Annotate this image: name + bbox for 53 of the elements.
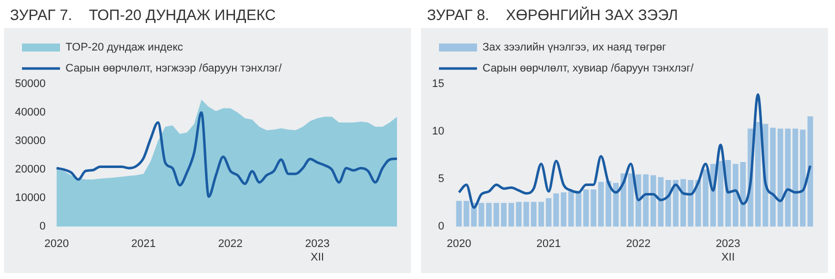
bar bbox=[778, 128, 784, 227]
y-tick-label: 30000 bbox=[14, 135, 46, 148]
y-tick-label: 20000 bbox=[14, 164, 46, 176]
y-tick-label: 15 bbox=[432, 78, 444, 90]
bar bbox=[688, 180, 694, 227]
x-tick-label: 2022 bbox=[218, 238, 243, 250]
line-series bbox=[458, 93, 812, 209]
bar bbox=[494, 202, 500, 227]
bar bbox=[628, 173, 634, 227]
bar bbox=[650, 175, 656, 227]
bar bbox=[508, 202, 514, 227]
legend-label: Сарын өөрчлөлт, нэгжээр /баруун тэнхлэг/ bbox=[66, 62, 283, 75]
bar bbox=[538, 202, 544, 227]
bar bbox=[643, 174, 649, 227]
y-tick-label: 0 bbox=[39, 220, 46, 233]
y-tick-label: 40000 bbox=[14, 106, 46, 119]
x-tick-label: 2021 bbox=[536, 238, 561, 250]
bar bbox=[792, 128, 798, 227]
x-tick-label: 2020 bbox=[446, 238, 472, 250]
legend-label: Сарын өөрчлөлт, хувиар /баруун тэнхлэг/ bbox=[482, 62, 694, 75]
x-tick-label: 2022 bbox=[626, 238, 651, 250]
bar bbox=[501, 202, 507, 227]
bar bbox=[478, 202, 484, 227]
y-tick-label: 0 bbox=[438, 220, 444, 233]
bar bbox=[672, 180, 679, 227]
y-tick-label: 10 bbox=[432, 126, 444, 138]
x-tick-label: 2023 XII bbox=[305, 238, 330, 264]
bar bbox=[702, 170, 708, 227]
bar bbox=[680, 179, 686, 227]
y-tick-label: 5 bbox=[438, 173, 444, 186]
bar bbox=[523, 202, 530, 227]
bar bbox=[807, 116, 814, 227]
bar bbox=[568, 191, 574, 227]
line-series bbox=[55, 111, 398, 198]
bar bbox=[800, 130, 806, 227]
bar bbox=[546, 198, 552, 227]
y-tick-label: 50000 bbox=[14, 78, 46, 90]
bar bbox=[530, 202, 537, 227]
chart-title: ЗУРАГ 7. ТОП-20 ДУНДАЖ ИНДЕКС bbox=[9, 6, 277, 26]
bar bbox=[553, 193, 559, 227]
x-tick-label: 2021 bbox=[131, 238, 156, 250]
y-tick-label: 10000 bbox=[14, 192, 46, 204]
bar bbox=[560, 192, 566, 227]
bar bbox=[486, 202, 492, 227]
x-tick-label: 2023 XII bbox=[716, 238, 740, 264]
bar bbox=[785, 128, 791, 227]
bar bbox=[516, 202, 522, 227]
legend-label: TOP-20 дундаж индекс bbox=[66, 42, 184, 54]
bar bbox=[658, 177, 664, 227]
bar bbox=[770, 128, 776, 227]
chart-title: ЗУРАГ 8. ХӨРӨНГИЙН ЗАХ ЗЭЭЛ bbox=[426, 6, 679, 26]
legend-label: Зах зээлийн үнэлгээ, их наяд төгрөг bbox=[482, 42, 666, 54]
x-tick-label: 2020 bbox=[44, 238, 69, 250]
